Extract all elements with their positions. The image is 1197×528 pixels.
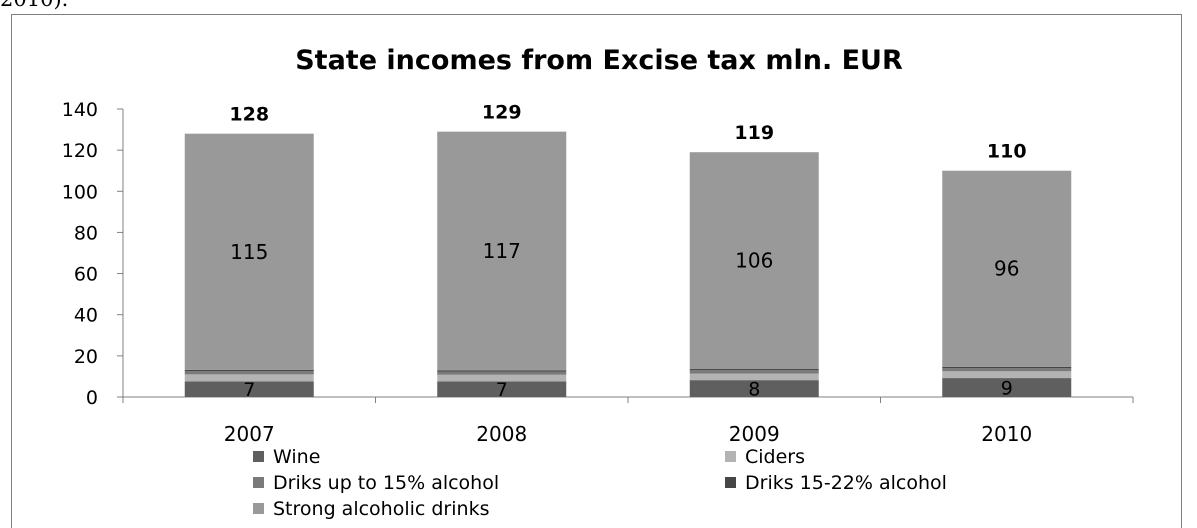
data-label: 7 xyxy=(496,379,508,401)
x-tick-label: 2007 xyxy=(224,422,275,446)
y-tick-label: 80 xyxy=(74,222,98,244)
bar-segment xyxy=(437,370,567,372)
bar-segment xyxy=(437,381,567,397)
bar-segment xyxy=(184,381,314,397)
total-label: 119 xyxy=(734,122,774,144)
data-label: 7 xyxy=(243,379,255,401)
bar-segment xyxy=(184,371,314,375)
x-tick-label: 2010 xyxy=(981,422,1032,446)
y-tick-label: 0 xyxy=(86,387,98,409)
bar-segment xyxy=(437,131,567,371)
bar-segment xyxy=(437,371,567,375)
y-tick-label: 60 xyxy=(74,264,98,286)
legend-swatch xyxy=(253,503,264,514)
y-tick-label: 40 xyxy=(74,305,98,327)
data-label: 9 xyxy=(1001,378,1013,400)
legend-label: Ciders xyxy=(745,446,805,468)
bar-segment xyxy=(184,133,314,370)
y-tick-label: 100 xyxy=(62,181,98,203)
bar-segment xyxy=(942,378,1072,397)
bar-segment xyxy=(689,369,819,371)
bar-segment xyxy=(184,374,314,382)
bar-segment xyxy=(942,170,1072,367)
legend-swatch xyxy=(253,477,264,488)
data-label: 106 xyxy=(735,249,773,273)
total-label: 128 xyxy=(229,104,269,126)
legend-swatch xyxy=(725,477,736,488)
x-tick-label: 2009 xyxy=(729,422,780,446)
bar-segment xyxy=(689,370,819,374)
legend-swatch xyxy=(253,451,264,462)
legend-label: Strong alcoholic drinks xyxy=(273,498,489,520)
data-label: 115 xyxy=(230,240,268,264)
y-tick-label: 20 xyxy=(74,346,98,368)
bar-segment xyxy=(689,380,819,397)
bar-segment xyxy=(942,366,1072,368)
bar-segment xyxy=(689,373,819,381)
bar-segment xyxy=(184,369,314,372)
caption-fragment: 2010). xyxy=(0,0,68,11)
bar-segment xyxy=(689,152,819,370)
data-label: 117 xyxy=(483,239,521,263)
legend-label: Driks 15-22% alcohol xyxy=(745,472,947,494)
y-tick-label: 120 xyxy=(62,140,98,162)
x-tick-label: 2008 xyxy=(476,422,527,446)
bar-segment xyxy=(942,367,1072,372)
bar-segment xyxy=(437,374,567,382)
legend-label: Driks up to 15% alcohol xyxy=(273,472,499,494)
legend-label: Wine xyxy=(273,446,320,468)
data-label: 8 xyxy=(748,379,760,401)
legend-swatch xyxy=(725,451,736,462)
data-label: 96 xyxy=(994,257,1019,281)
chart-title: State incomes from Excise tax mln. EUR xyxy=(295,45,903,76)
bar-segment xyxy=(942,371,1072,379)
total-label: 110 xyxy=(987,141,1027,163)
y-tick-label: 140 xyxy=(62,99,98,121)
total-label: 129 xyxy=(482,102,522,124)
